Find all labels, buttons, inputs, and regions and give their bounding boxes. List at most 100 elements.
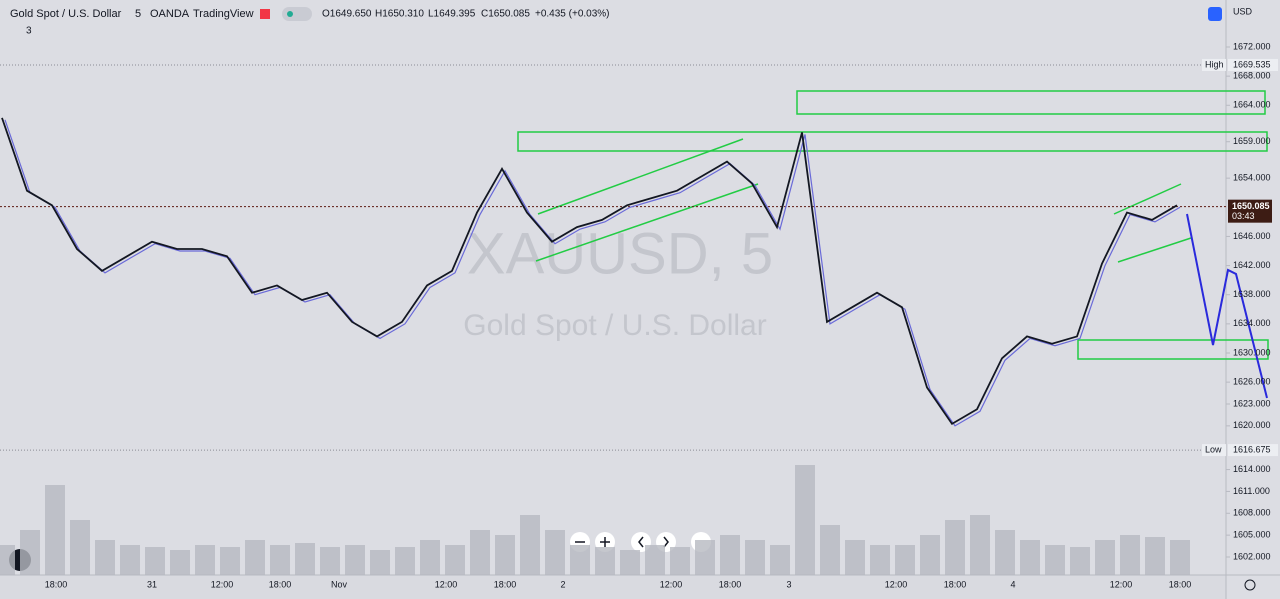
time-label: 2 bbox=[560, 579, 565, 589]
volume-bar bbox=[645, 545, 665, 575]
time-label: 12:00 bbox=[1110, 579, 1133, 589]
price-tick-label: 1602.000 bbox=[1233, 551, 1271, 561]
volume-bar bbox=[770, 545, 790, 575]
flag[interactable] bbox=[260, 9, 270, 19]
volume-bar bbox=[745, 540, 765, 575]
price-tick-label: 1608.000 bbox=[1233, 508, 1271, 518]
volume-bar bbox=[1020, 540, 1040, 575]
time-label: 4 bbox=[1010, 579, 1015, 589]
volume-bar bbox=[920, 535, 940, 575]
volume-bar bbox=[670, 547, 690, 575]
channel-line bbox=[535, 183, 759, 262]
volume-bar bbox=[320, 547, 340, 575]
price-tick-label: 1668.000 bbox=[1233, 71, 1271, 81]
volume-bar bbox=[445, 545, 465, 575]
volume-bar bbox=[495, 535, 515, 575]
price-tick-label: 1605.000 bbox=[1233, 530, 1271, 540]
volume-bar bbox=[20, 530, 40, 575]
time-label: 18:00 bbox=[944, 579, 967, 589]
currency[interactable]: USD bbox=[1233, 6, 1253, 16]
time-label: 12:00 bbox=[660, 579, 683, 589]
volume-bar bbox=[895, 545, 915, 575]
time-label: 12:00 bbox=[211, 579, 234, 589]
symbol: Gold Spot / U.S. Dollar bbox=[10, 8, 122, 20]
volume-bar bbox=[620, 550, 640, 575]
time-label: 3 bbox=[786, 579, 791, 589]
volume-bar bbox=[245, 540, 265, 575]
price-line bbox=[1, 117, 1178, 426]
time-label: 18:00 bbox=[45, 579, 68, 589]
volume-bar bbox=[70, 520, 90, 575]
volume-bar bbox=[1045, 545, 1065, 575]
watermark: XAUUSD, 5 Gold Spot / U.S. Dollar bbox=[463, 221, 773, 342]
volume-bar bbox=[695, 540, 715, 575]
price-tick-label: 1611.000 bbox=[1233, 486, 1270, 496]
time-label: 18:00 bbox=[1169, 579, 1192, 589]
last-price: 1650.085 bbox=[1232, 201, 1270, 211]
price-tick-label: 1630.000 bbox=[1233, 347, 1271, 357]
price-tick-label: 1646.000 bbox=[1233, 231, 1271, 241]
watermark-name: Gold Spot / U.S. Dollar bbox=[463, 309, 766, 342]
volume-bar bbox=[45, 485, 65, 575]
drawings bbox=[517, 90, 1269, 399]
volume-bar bbox=[720, 535, 740, 575]
high-tag-box bbox=[1202, 58, 1226, 71]
volume-bar bbox=[545, 530, 565, 575]
status-dot bbox=[287, 11, 293, 17]
price-tick-label: 1638.000 bbox=[1233, 289, 1271, 299]
volume-bar bbox=[1120, 535, 1140, 575]
time-label: 12:00 bbox=[435, 579, 458, 589]
volume-bar bbox=[145, 547, 165, 575]
time-label: 31 bbox=[147, 579, 157, 589]
projection bbox=[1186, 213, 1268, 399]
compare-button[interactable] bbox=[1208, 7, 1222, 21]
time-label: 12:00 bbox=[885, 579, 908, 589]
countdown: 03:43 bbox=[1232, 211, 1255, 221]
price-tick-label: 1664.000 bbox=[1233, 100, 1271, 110]
header: Gold Spot / U.S. Dollar 5 OANDA TradingV… bbox=[10, 6, 1253, 36]
price-tick-label: 1626.000 bbox=[1233, 377, 1271, 387]
volume-bar bbox=[1170, 540, 1190, 575]
volume-bar bbox=[570, 545, 590, 575]
low-tag: Low bbox=[1205, 444, 1222, 454]
volume-bar bbox=[1070, 547, 1090, 575]
volume-bar bbox=[95, 540, 115, 575]
volume-bar bbox=[1095, 540, 1115, 575]
ohlc-close: C1650.085 bbox=[481, 9, 530, 20]
price-tick-label: 1634.000 bbox=[1233, 318, 1271, 328]
settings[interactable] bbox=[1244, 579, 1256, 591]
volume-bar bbox=[220, 547, 240, 575]
ohlc-change: +0.435 (+0.03%) bbox=[535, 9, 610, 20]
source: TradingView bbox=[193, 8, 254, 20]
volume-bar bbox=[995, 530, 1015, 575]
volume-bar bbox=[820, 525, 840, 575]
nav-icons bbox=[575, 536, 669, 548]
indicator-count[interactable]: 3 bbox=[26, 26, 32, 37]
price-tick-label: 1642.000 bbox=[1233, 260, 1271, 270]
volume-bar bbox=[945, 520, 965, 575]
last-price-box bbox=[1228, 199, 1272, 223]
volume-bar bbox=[0, 545, 15, 575]
price-tick-label: 1659.000 bbox=[1233, 136, 1271, 146]
low-tag-box bbox=[1202, 444, 1226, 457]
volume-bar bbox=[270, 545, 290, 575]
volume-bar bbox=[470, 530, 490, 575]
price-tick-label: 1623.000 bbox=[1233, 398, 1271, 408]
time-label: 18:00 bbox=[719, 579, 742, 589]
time-label: 18:00 bbox=[269, 579, 292, 589]
volume-bar bbox=[795, 465, 815, 575]
high-label-box bbox=[1228, 58, 1278, 71]
high-tag: High bbox=[1205, 59, 1224, 69]
zone bbox=[1077, 339, 1269, 360]
volume-bar bbox=[345, 545, 365, 575]
ohlc-open: O1649.650 bbox=[322, 9, 372, 20]
volume-bar bbox=[170, 550, 190, 575]
channel-line bbox=[1117, 237, 1192, 263]
volume-bar bbox=[370, 550, 390, 575]
price-axis-pane bbox=[1226, 0, 1280, 599]
volume-bar bbox=[1145, 537, 1165, 575]
volume-bar bbox=[420, 540, 440, 575]
volume-bar bbox=[520, 515, 540, 575]
